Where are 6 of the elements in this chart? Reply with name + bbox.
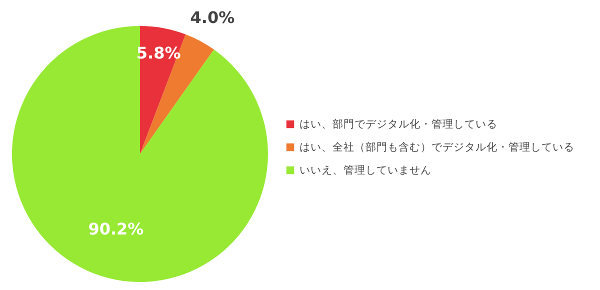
data-label: 90.2% xyxy=(88,220,144,239)
data-label: 4.0% xyxy=(190,8,235,28)
legend-label: はい、全社（部門も含む）でデジタル化・管理している xyxy=(300,140,574,154)
pie-slice xyxy=(12,26,268,282)
legend-label: いいえ、管理していません xyxy=(300,164,432,176)
legend-label: はい、部門でデジタル化・管理している xyxy=(300,117,498,130)
